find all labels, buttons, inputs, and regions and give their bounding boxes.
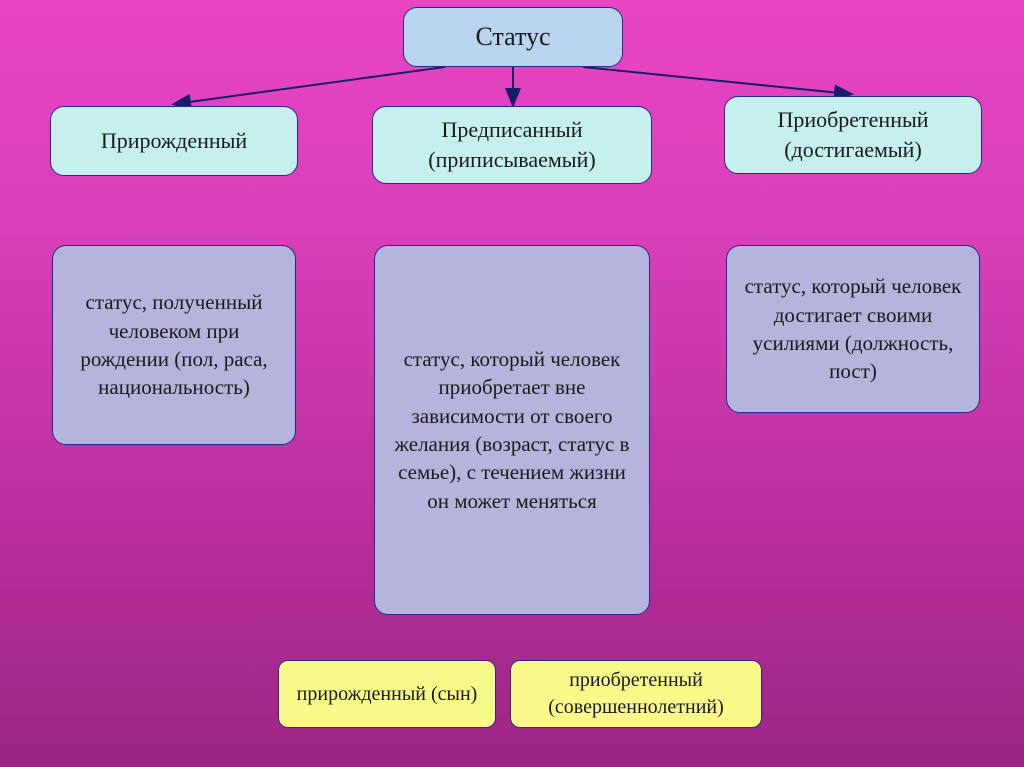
root-label: Статус bbox=[475, 19, 550, 54]
desc-innate-text: статус, полученный человеком при рождени… bbox=[67, 288, 281, 401]
desc-ascribed: статус, который человек приобретает вне … bbox=[374, 245, 650, 615]
category-ascribed: Предписанный (приписываемый) bbox=[372, 106, 652, 184]
category-innate-label: Прирожденный bbox=[101, 126, 247, 156]
tag-innate-text: прирожденный (сын) bbox=[297, 681, 478, 708]
desc-innate: статус, полученный человеком при рождени… bbox=[52, 245, 296, 445]
category-innate: Прирожденный bbox=[50, 106, 298, 176]
tag-acquired-text: приобретенный (совершеннолетний) bbox=[525, 667, 747, 721]
category-achieved-label: Приобретенный (достигаемый) bbox=[739, 105, 967, 164]
desc-achieved: статус, который человек достигает своими… bbox=[726, 245, 980, 413]
tag-innate-example: прирожденный (сын) bbox=[278, 660, 496, 728]
desc-ascribed-text: статус, который человек приобретает вне … bbox=[389, 345, 635, 515]
arrow-root-left bbox=[175, 67, 445, 104]
desc-achieved-text: статус, который человек достигает своими… bbox=[741, 272, 965, 385]
root-node: Статус bbox=[403, 7, 623, 67]
arrow-root-right bbox=[583, 67, 850, 94]
category-ascribed-label: Предписанный (приписываемый) bbox=[387, 115, 637, 174]
tag-acquired-example: приобретенный (совершеннолетний) bbox=[510, 660, 762, 728]
category-achieved: Приобретенный (достигаемый) bbox=[724, 96, 982, 174]
